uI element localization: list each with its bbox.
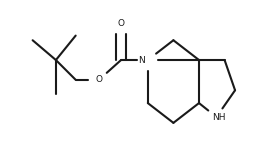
Text: O: O bbox=[96, 75, 102, 84]
Text: N: N bbox=[138, 56, 145, 65]
Text: O: O bbox=[117, 19, 125, 28]
Text: NH: NH bbox=[212, 113, 225, 122]
